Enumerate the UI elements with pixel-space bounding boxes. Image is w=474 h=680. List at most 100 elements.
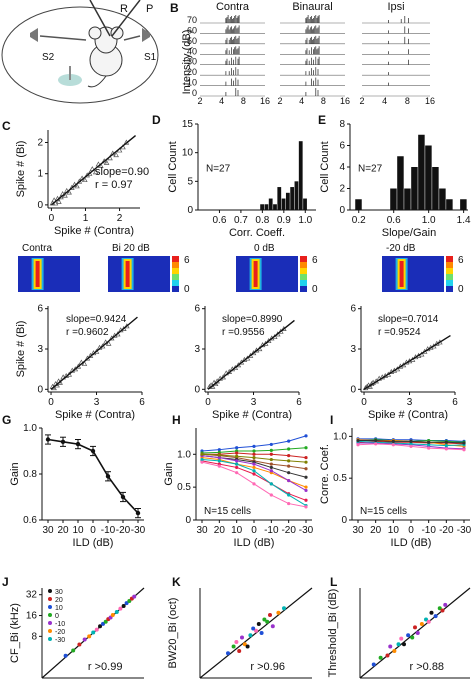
sound-arrow-left	[39, 35, 87, 41]
histogram-bar	[303, 198, 307, 210]
panel-i: 30 20 10 0 -10 -20 -30 0 0.5 1.0 ILD (dB) Corre. Co…	[319, 413, 472, 549]
series-point	[444, 447, 448, 451]
x-tick-label: 20	[214, 525, 226, 536]
data-point	[399, 636, 404, 641]
series-point	[374, 438, 378, 443]
speaker-s1	[142, 28, 150, 42]
fit-line	[50, 134, 137, 206]
y-tick-label: 1.0	[177, 449, 191, 460]
series-point	[287, 478, 291, 483]
mouse-ear-right	[110, 26, 124, 40]
x-tick-label: 3	[251, 397, 257, 408]
series-point	[269, 493, 273, 497]
data-point	[91, 630, 96, 635]
series-point	[287, 459, 291, 463]
y-tick-label: 0	[194, 384, 200, 395]
histogram-bar	[425, 145, 432, 210]
fit-annotation: slope=0.9424	[66, 314, 127, 325]
series-point	[409, 442, 413, 446]
series-point	[287, 447, 291, 451]
x-tick-label: 0.2	[352, 215, 366, 226]
raster-xtick: 8	[241, 96, 246, 106]
raster-ytick: 30	[187, 57, 197, 67]
fit-annotation: slope=0.8990	[222, 314, 283, 325]
colorbar-segment	[446, 256, 453, 262]
legend-label: 20	[55, 597, 63, 604]
legend-label: -20	[55, 629, 65, 636]
y-axis-label: CF_Bi (kHz)	[9, 603, 21, 663]
series-point	[391, 443, 395, 447]
data-point	[114, 609, 119, 614]
panel-b-ylabel: Intensity (dB)	[181, 30, 193, 95]
panel-k: BW20_Bi (oct) r >0.96 K	[167, 575, 313, 679]
sound-arrow-right	[123, 35, 141, 41]
heatmap-hot-core	[399, 261, 404, 287]
panel-f2: 0 3 6 0 3 6 slope=0.8990 r =0.9556 Spike # (Cont…	[194, 304, 302, 421]
panel-label-h: H	[172, 413, 181, 427]
series-point	[217, 455, 221, 460]
raster-ytick: 60	[187, 25, 197, 35]
data-point	[113, 152, 119, 158]
series-point	[269, 457, 273, 462]
x-tick-label: -30	[131, 525, 146, 536]
identity-line	[199, 587, 313, 679]
x-tick-label: 20	[57, 525, 69, 536]
x-tick-label: 3	[94, 397, 100, 408]
data-point	[248, 633, 253, 638]
x-tick-label: 0.7	[234, 215, 248, 226]
series-point	[252, 482, 256, 486]
data-point	[71, 648, 76, 653]
r-annotation: r >0.99	[88, 661, 123, 673]
electrode-r	[89, 0, 111, 37]
series-point	[356, 438, 360, 443]
y-tick-label: 0	[187, 205, 193, 216]
x-tick-label: 6	[452, 397, 458, 408]
series-point	[391, 439, 395, 443]
histogram-bar	[397, 156, 404, 210]
histogram-bar	[273, 204, 277, 210]
x-axis-label: Spike # (Contra)	[55, 409, 135, 421]
series-point	[235, 459, 239, 463]
x-tick-label: 1	[83, 213, 89, 224]
colorbar-segment	[446, 286, 453, 292]
x-tick-label: 0	[48, 397, 54, 408]
data-point	[443, 602, 448, 607]
arena-ellipse	[1, 6, 159, 104]
y-tick-label: 10	[182, 148, 194, 159]
data-point	[419, 622, 424, 626]
series-point	[462, 448, 466, 452]
series-point	[252, 465, 256, 470]
raster-xtick: 8	[321, 96, 326, 106]
legend-label: 10	[55, 605, 63, 612]
data-point	[402, 642, 406, 647]
data-point	[410, 635, 415, 640]
fit-annotation: slope=0.90	[95, 166, 149, 178]
histogram-bar	[460, 199, 467, 210]
data-point	[424, 617, 428, 622]
data-point	[82, 176, 88, 183]
series-point	[269, 482, 273, 486]
series-point	[444, 440, 448, 444]
fit-annotation: r = 0.97	[95, 179, 133, 191]
heatmap-label: -20 dB	[386, 243, 416, 254]
data-point	[406, 633, 411, 638]
series-point	[374, 442, 378, 446]
data-point	[81, 360, 88, 366]
fit-annotation: slope=0.7014	[378, 314, 439, 325]
y-tick-label: 0.6	[23, 515, 37, 526]
data-point	[378, 655, 383, 660]
data-point	[245, 644, 250, 649]
series-point	[287, 471, 291, 475]
x-tick-label: 1.4	[457, 215, 471, 226]
y-tick-label: 32	[26, 590, 38, 601]
panel-f1: 0 3 6 0 3 6 slope=0.9424 r =0.9602 Spike # (Cont…	[15, 304, 145, 421]
heatmap-label: Contra	[22, 243, 52, 254]
histogram-bar	[277, 187, 282, 210]
y-tick-label: 0.8	[23, 469, 37, 480]
label-s2: S2	[42, 52, 55, 63]
series-point	[287, 501, 291, 506]
colorbar-segment	[446, 274, 453, 280]
legend-label: -10	[55, 621, 65, 628]
series-point	[269, 465, 273, 470]
x-tick-label: 30	[42, 525, 54, 536]
